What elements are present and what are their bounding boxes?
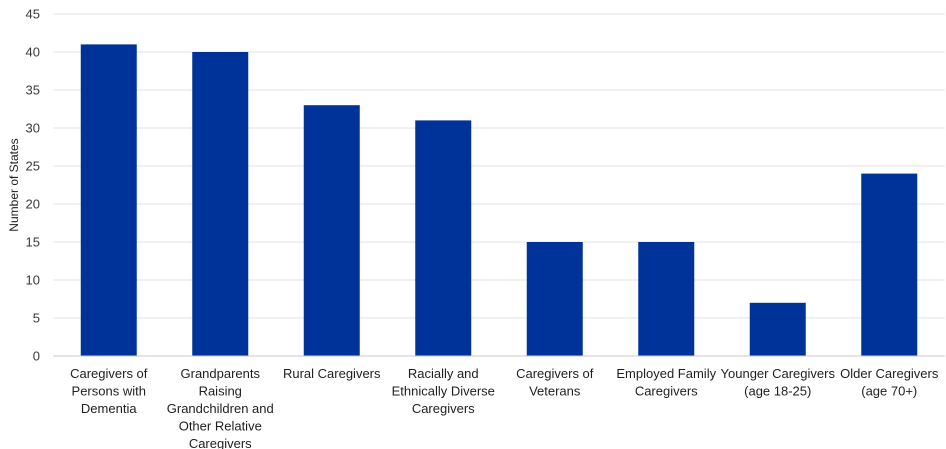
x-category-label-2: Grandparents Raising Grandchildren and Othe…: [167, 366, 274, 449]
x-axis-category-labels: Caregivers of Persons with Dementia Grandpa…: [70, 366, 939, 449]
x-category-label-line: Grandparents: [181, 366, 261, 381]
y-axis-title: Number of States: [7, 138, 21, 231]
y-tick-label-30: 30: [26, 121, 40, 136]
y-tick-label-0: 0: [33, 349, 40, 364]
x-category-label-4: Racially and Ethnically Diverse Caregivers: [392, 366, 495, 416]
bar-1: [80, 44, 137, 357]
x-category-label-line: Persons with: [72, 384, 146, 399]
x-category-label-8: Older Caregivers (age 70+): [840, 366, 939, 399]
y-tick-label-5: 5: [33, 311, 40, 326]
x-category-label-line: Caregivers: [635, 384, 698, 399]
x-category-label-3: Rural Caregivers: [283, 366, 381, 381]
y-axis-ticks: 0 5 10 15 20 25 30 35 40 45: [26, 7, 40, 364]
gridlines: [53, 13, 945, 319]
x-category-label-line: Grandchildren and: [167, 401, 274, 416]
y-tick-label-10: 10: [26, 273, 40, 288]
bar-2: [192, 52, 249, 356]
x-category-label-line: Ethnically Diverse: [392, 384, 495, 399]
bar-5: [526, 242, 583, 356]
x-category-label-line: (age 70+): [861, 384, 917, 399]
bar-8: [861, 173, 918, 356]
bars: [80, 44, 918, 357]
bar-7: [749, 302, 806, 356]
x-category-label-line: Racially and: [408, 366, 479, 381]
y-tick-label-25: 25: [26, 159, 40, 174]
x-category-label-line: Other Relative: [179, 419, 262, 434]
x-category-label-7: Younger Caregivers (age 18-25): [721, 366, 836, 399]
x-category-label-line: (age 18-25): [744, 384, 811, 399]
x-category-label-line: Veterans: [529, 384, 581, 399]
bar-6: [638, 242, 695, 356]
x-category-label-line: Younger Caregivers: [721, 366, 836, 381]
x-category-label-6: Employed Family Caregivers: [616, 366, 716, 399]
x-category-label-5: Caregivers of Veterans: [516, 366, 594, 399]
y-tick-label-45: 45: [26, 7, 40, 22]
x-category-label-line: Caregivers: [189, 436, 252, 449]
y-tick-label-35: 35: [26, 83, 40, 98]
x-category-label-line: Employed Family: [616, 366, 716, 381]
bar-3: [303, 105, 360, 356]
x-category-label-line: Older Caregivers: [840, 366, 939, 381]
x-category-label-line: Raising: [199, 384, 242, 399]
x-category-label-line: Caregivers of: [70, 366, 148, 381]
x-category-label-1: Caregivers of Persons with Dementia: [70, 366, 148, 416]
x-category-label-line: Dementia: [81, 401, 137, 416]
x-category-label-line: Caregivers: [412, 401, 475, 416]
y-tick-label-40: 40: [26, 45, 40, 60]
y-tick-label-20: 20: [26, 197, 40, 212]
x-category-label-line: Rural Caregivers: [283, 366, 381, 381]
y-tick-label-15: 15: [26, 235, 40, 250]
bar-4: [415, 120, 472, 357]
x-category-label-line: Caregivers of: [516, 366, 594, 381]
